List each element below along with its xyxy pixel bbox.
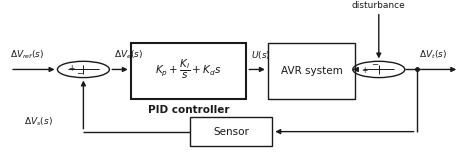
Text: +: +	[361, 66, 368, 75]
FancyBboxPatch shape	[268, 43, 355, 99]
Text: Sensor: Sensor	[213, 127, 249, 137]
Text: AVR system: AVR system	[281, 66, 342, 76]
Text: $\Delta V_e(s)$: $\Delta V_e(s)$	[114, 48, 144, 61]
Text: $\Delta V_s(s)$: $\Delta V_s(s)$	[24, 115, 53, 127]
Text: PID controller: PID controller	[148, 105, 229, 115]
Text: $K_p+\dfrac{K_i}{s}+K_d s$: $K_p+\dfrac{K_i}{s}+K_d s$	[155, 58, 222, 81]
Text: $\Delta V_t(s)$: $\Delta V_t(s)$	[419, 48, 447, 61]
FancyBboxPatch shape	[131, 43, 246, 99]
Text: +: +	[69, 64, 75, 73]
Text: −: −	[372, 61, 378, 69]
Text: $U(s)$: $U(s)$	[251, 49, 271, 61]
Text: −: −	[76, 69, 83, 78]
FancyBboxPatch shape	[190, 117, 273, 146]
Text: disturbance: disturbance	[352, 1, 406, 10]
Text: $\Delta V_{ref}(s)$: $\Delta V_{ref}(s)$	[10, 48, 45, 61]
